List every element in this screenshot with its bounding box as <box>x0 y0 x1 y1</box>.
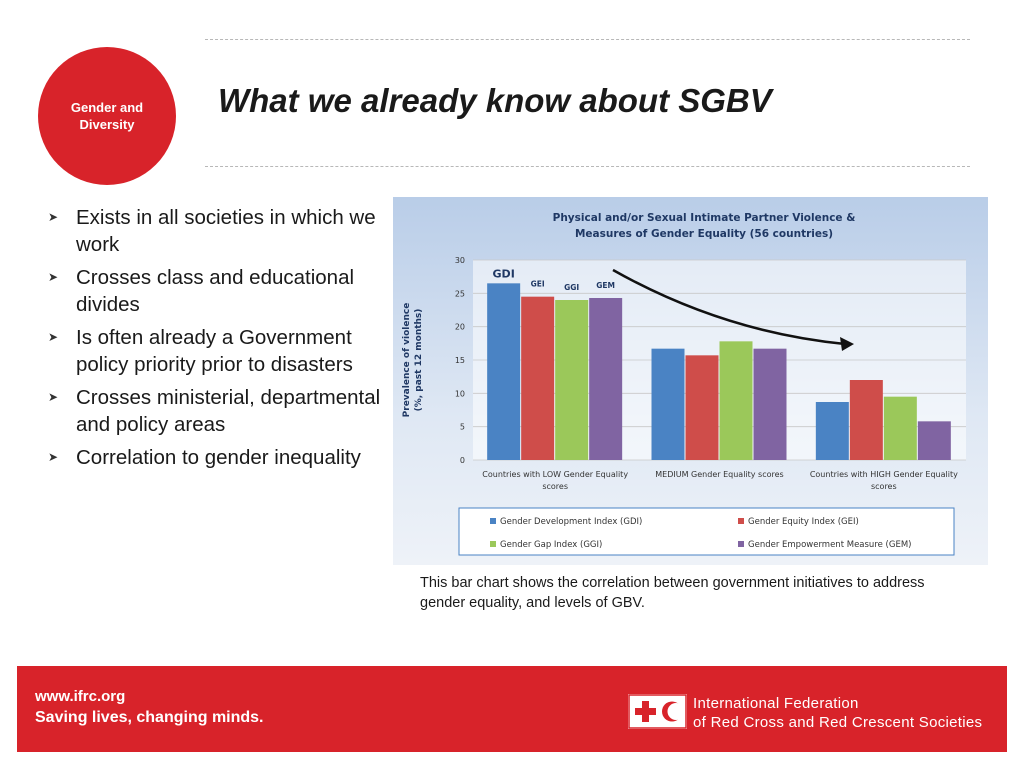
y-tick-label: 5 <box>460 423 465 432</box>
legend-swatch <box>490 541 496 547</box>
x-category-label: Countries with HIGH Gender Equality <box>810 470 958 479</box>
chart-title-line: Measures of Gender Equality (56 countrie… <box>575 228 833 240</box>
legend-swatch <box>738 518 744 524</box>
org-name-line1: International Federation <box>693 695 859 712</box>
bullet-item: ➤ Crosses ministerial, departmental and p… <box>48 384 388 438</box>
arrow-bullet-icon: ➤ <box>48 330 59 344</box>
top-dashed-divider <box>205 39 970 40</box>
y-tick-label: 30 <box>455 256 465 265</box>
bar <box>651 348 685 460</box>
x-category-label: scores <box>871 482 897 491</box>
bullet-item: ➤ Correlation to gender inequality <box>48 444 388 471</box>
trend-arrow <box>612 268 846 346</box>
chart-title-line: Physical and/or Sexual Intimate Partner … <box>553 212 856 224</box>
red-cross-crescent-logo <box>628 694 687 729</box>
bar-chart: Physical and/or Sexual Intimate Partner … <box>393 197 988 565</box>
bar-series-label: GGI <box>564 283 579 292</box>
bar-series-label: GEI <box>531 280 545 289</box>
bullet-list: ➤ Exists in all societies in which we wor… <box>48 204 388 477</box>
bar <box>685 355 719 460</box>
bullet-item: ➤ Exists in all societies in which we wor… <box>48 204 388 258</box>
bullet-item: ➤ Crosses class and educational divides <box>48 264 388 318</box>
y-tick-label: 15 <box>455 356 465 365</box>
legend-swatch <box>738 541 744 547</box>
bar <box>917 421 951 460</box>
legend-entry: Gender Development Index (GDI) <box>500 517 642 527</box>
legend-swatch <box>490 518 496 524</box>
arrow-bullet-icon: ➤ <box>48 450 59 464</box>
org-name-line2: of Red Cross and Red Crescent Societies <box>693 714 983 731</box>
bar <box>753 348 787 460</box>
x-category-label: Countries with LOW Gender Equality <box>482 470 628 479</box>
trend-arrowhead <box>840 337 854 351</box>
arrow-bullet-icon: ➤ <box>48 390 59 404</box>
legend-entry: Gender Equity Index (GEI) <box>748 517 859 527</box>
y-tick-label: 0 <box>460 456 465 465</box>
y-axis-label-line: (%, past 12 months) <box>414 309 424 412</box>
bullet-text: Is often already a Government policy pri… <box>76 326 353 376</box>
bullet-item: ➤ Is often already a Government policy pr… <box>48 324 388 378</box>
bar-chart-svg: Physical and/or Sexual Intimate Partner … <box>402 212 966 556</box>
bar <box>589 298 623 460</box>
bar <box>883 396 917 460</box>
y-tick-label: 25 <box>455 289 465 298</box>
legend-box <box>458 507 955 556</box>
gender-diversity-badge: Gender and Diversity <box>38 47 176 185</box>
legend-entry: Gender Gap Index (GGI) <box>500 540 602 550</box>
bullet-text: Correlation to gender inequality <box>76 446 361 469</box>
badge-label: Gender and Diversity <box>70 100 144 132</box>
legend-entry: Gender Empowerment Measure (GEM) <box>748 540 911 550</box>
bottom-dashed-divider <box>205 166 970 167</box>
y-axis-label-line: Prevalence of violence <box>402 303 412 418</box>
x-category-label: scores <box>542 482 568 491</box>
footer-url-link[interactable]: www.ifrc.org <box>35 688 126 705</box>
y-tick-label: 20 <box>455 323 465 332</box>
bar-series-label: GDI <box>493 267 515 280</box>
bar-series-label: GEM <box>596 281 615 290</box>
x-category-label: MEDIUM Gender Equality scores <box>655 470 783 479</box>
bar <box>849 380 883 460</box>
y-tick-label: 10 <box>455 389 465 398</box>
bullet-text: Exists in all societies in which we work <box>76 206 376 256</box>
footer-bar: www.ifrc.org Saving lives, changing mind… <box>17 666 1007 752</box>
arrow-bullet-icon: ➤ <box>48 270 59 284</box>
chart-caption: This bar chart shows the correlation bet… <box>420 575 925 611</box>
footer-slogan: Saving lives, changing minds. <box>35 709 264 726</box>
bar <box>521 296 555 460</box>
y-axis-label: Prevalence of violence (%, past 12 months… <box>402 303 424 418</box>
red-cross-crescent-icon <box>628 694 687 729</box>
bar <box>555 300 589 460</box>
slide-title: What we already know about SGBV <box>218 82 772 119</box>
organization-name: International Federation of Red Cross an… <box>693 694 982 732</box>
bullet-text: Crosses class and educational divides <box>76 266 355 316</box>
bar <box>719 341 753 460</box>
bullet-text: Crosses ministerial, departmental and po… <box>76 386 381 436</box>
bar <box>815 402 849 460</box>
bar <box>487 283 521 460</box>
arrow-bullet-icon: ➤ <box>48 210 59 224</box>
